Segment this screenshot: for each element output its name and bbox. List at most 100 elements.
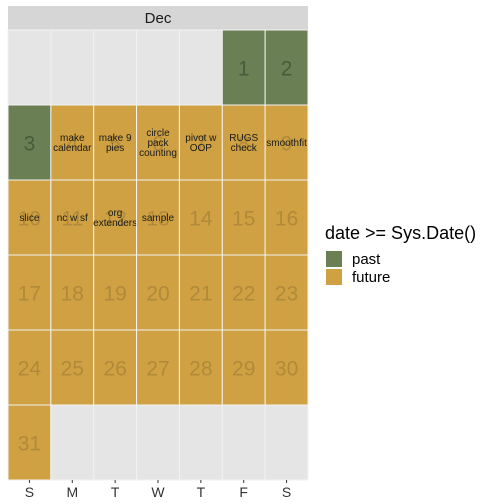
day-cell: 1 [221,29,266,106]
day-cell: 17 [7,254,52,331]
day-cell: 29 [221,329,266,406]
empty-cell [136,404,180,481]
day-number: 16 [275,208,298,231]
legend-label: past [352,251,381,268]
legend-label: future [352,269,390,286]
event-label: circle pack counting [139,128,177,159]
weekday-label: S [25,484,34,500]
day-tile [264,254,309,331]
day-cell: 23 [264,254,309,331]
empty-cell [178,404,223,481]
day-cell: 30 [264,329,309,406]
day-cell: 19 [93,254,138,331]
day-cell: 2 [264,29,309,106]
day-cell: 31 [7,404,52,481]
day-tile [221,179,266,256]
day-tile [264,29,309,106]
day-tile [136,329,180,406]
day-number: 20 [146,283,169,306]
day-tile [7,404,52,481]
day-number: 5 [109,133,121,156]
weekday-label: T [197,484,206,500]
day-tile [264,179,309,256]
day-cell: 18 [50,254,95,331]
day-cell: 25 [50,329,95,406]
day-cell: 28 [178,329,223,406]
day-number: 3 [24,133,36,156]
day-tile [50,254,95,331]
day-number: 30 [275,358,298,381]
day-number: 23 [275,283,298,306]
day-cell: 14 [178,179,223,256]
event-label: nc w sf [57,213,88,224]
weekday-label: M [66,484,78,500]
legend-swatch [326,251,342,267]
day-tile [7,179,52,256]
day-tile [178,254,223,331]
day-tile [50,179,95,256]
month-strip [8,6,308,30]
legend-swatch [326,269,342,285]
weekday-label: T [111,484,120,500]
day-number: 29 [232,358,255,381]
weekday-label: F [239,484,248,500]
event-label: make calendar [53,133,92,154]
day-tile [178,179,223,256]
day-number: 14 [189,208,213,231]
empty-cell [50,404,95,481]
day-cell: 27 [136,329,180,406]
day-number: 6 [152,133,164,156]
event-label: RUGS check [229,133,258,154]
legend-title: date >= Sys.Date() [325,223,476,243]
day-number: 8 [238,133,250,156]
empty-cell [264,404,309,481]
day-tile [264,104,309,181]
day-tile [93,179,138,256]
day-cell: 3 [7,104,52,181]
empty-cell [178,29,223,106]
event-label: sample [142,213,175,224]
day-number: 7 [195,133,207,156]
day-number: 1 [238,58,250,81]
empty-cell [93,29,138,106]
day-number: 26 [103,358,126,381]
day-cell: 20 [136,254,180,331]
event-label: make 9 pies [99,133,132,154]
weekday-label: S [282,484,291,500]
day-tile [7,254,52,331]
day-tile [221,104,266,181]
day-tile [7,329,52,406]
empty-cell [7,29,52,106]
day-cell: 26 [93,329,138,406]
day-cell: 24 [7,329,52,406]
day-tile [136,179,180,256]
day-number: 9 [281,133,293,156]
empty-cell [221,404,266,481]
day-number: 4 [66,133,78,156]
day-number: 13 [146,208,169,231]
event-label: slice [19,213,39,224]
event-label: org extenders [93,208,137,229]
day-tile [93,104,138,181]
day-number: 25 [61,358,84,381]
day-number: 27 [146,358,169,381]
month-label: Dec [145,10,172,27]
day-number: 19 [103,283,126,306]
day-number: 2 [281,58,293,81]
day-number: 28 [189,358,212,381]
empty-cell [136,29,180,106]
day-tile [7,104,52,181]
day-number: 24 [18,358,42,381]
weekday-label: W [151,484,165,500]
